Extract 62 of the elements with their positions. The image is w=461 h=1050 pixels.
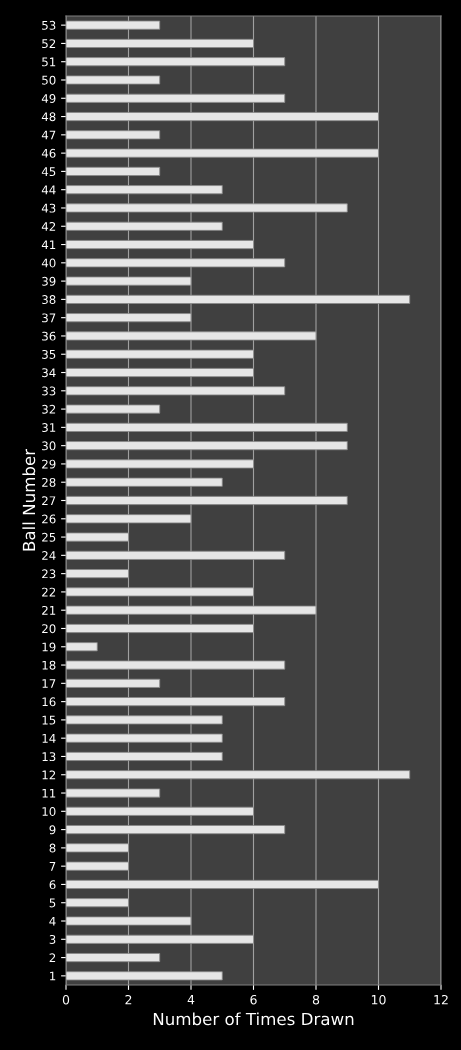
y-tick-label: 27 <box>42 496 56 505</box>
y-tick-label: 14 <box>42 734 56 743</box>
y-tick-label: 43 <box>41 203 56 213</box>
y-tick-label: 47 <box>41 130 56 140</box>
y-tick-label: 2 <box>49 953 56 963</box>
x-tick-label: 4 <box>187 995 195 1005</box>
y-tick-label: 1 <box>50 971 56 981</box>
y-tick-label: 17 <box>42 679 56 688</box>
x-tick-label: 6 <box>250 994 257 1005</box>
y-tick-label: 13 <box>42 752 56 762</box>
y-tick-label: 20 <box>42 624 56 634</box>
y-tick-label: 9 <box>49 825 56 835</box>
y-tick-label: 3 <box>49 935 56 944</box>
y-tick-label: 26 <box>42 514 56 524</box>
y-tick-label: 41 <box>41 240 56 250</box>
y-tick-label: 29 <box>42 459 56 469</box>
y-tick-label: 12 <box>42 770 56 780</box>
y-tick-label: 7 <box>49 862 56 871</box>
x-tick-label: 0 <box>62 994 70 1005</box>
y-tick-label: 39 <box>42 276 56 286</box>
y-tick-label: 18 <box>42 660 56 670</box>
x-axis-title: Number of Times Drawn <box>153 1012 354 1026</box>
y-tick-label: 16 <box>42 697 56 707</box>
x-tick-label: 12 <box>434 994 448 1005</box>
y-tick-label: 34 <box>42 368 56 378</box>
y-tick-label: 53 <box>42 20 56 30</box>
y-tick-label: 10 <box>42 807 56 816</box>
y-tick-label: 15 <box>42 715 56 725</box>
y-tick-label: 49 <box>41 94 56 103</box>
y-tick-label: 23 <box>42 569 56 579</box>
y-tick-label: 5 <box>49 898 56 908</box>
y-tick-label: 31 <box>42 423 56 433</box>
y-tick-label: 4 <box>49 916 56 926</box>
y-tick-label: 22 <box>42 587 56 597</box>
y-tick-label: 38 <box>42 295 56 305</box>
y-tick-label: 25 <box>42 532 56 542</box>
y-tick-label: 40 <box>41 258 56 268</box>
y-tick-label: 21 <box>42 605 56 615</box>
y-tick-label: 46 <box>41 148 56 158</box>
y-tick-label: 45 <box>41 167 56 177</box>
y-tick-label: 42 <box>41 221 56 231</box>
y-tick-label: 37 <box>42 313 56 323</box>
x-tick-label: 10 <box>371 994 386 1005</box>
y-tick-label: 24 <box>42 551 56 560</box>
y-tick-label: 6 <box>49 880 56 890</box>
y-tick-label: 30 <box>42 441 56 451</box>
y-tick-label: 36 <box>42 331 56 341</box>
x-tick-label: 8 <box>312 994 320 1005</box>
y-tick-label: 28 <box>42 477 56 487</box>
y-tick-label: 52 <box>42 39 56 49</box>
y-tick-label: 33 <box>42 386 56 396</box>
y-tick-label: 32 <box>42 404 56 414</box>
y-axis-title: Ball Number <box>22 448 36 551</box>
y-tick-label: 51 <box>42 57 56 67</box>
y-tick-label: 19 <box>42 642 56 652</box>
y-tick-label: 35 <box>42 349 56 359</box>
y-tick-label: 11 <box>42 788 56 798</box>
y-tick-label: 44 <box>41 185 56 195</box>
y-tick-label: 48 <box>41 112 56 122</box>
y-tick-label: 8 <box>49 843 56 853</box>
x-tick-label: 2 <box>125 994 132 1005</box>
y-tick-label: 50 <box>42 75 56 85</box>
